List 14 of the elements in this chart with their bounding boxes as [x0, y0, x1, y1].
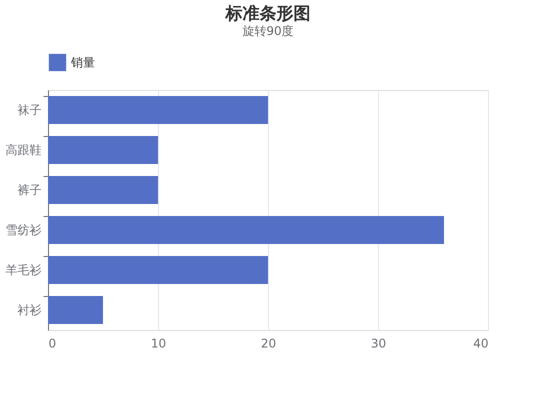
chart-title: 标准条形图: [224, 4, 310, 24]
y-tick-label: 雪纺衫: [6, 223, 42, 237]
x-tick-label: 30: [370, 336, 386, 350]
y-tick-label: 高跟鞋: [6, 143, 42, 157]
y-tick-label: 裤子: [18, 183, 42, 197]
y-tick-label: 衬衫: [18, 303, 42, 317]
x-tick-label: 0: [48, 336, 56, 350]
x-tick-label: 20: [260, 336, 276, 350]
x-tick-label: 40: [473, 336, 488, 350]
chart-subtitle: 旋转90度: [242, 24, 294, 38]
legend-label: 销量: [70, 56, 95, 70]
y-tick-label: 羊毛衫: [6, 263, 42, 277]
y-tick-label: 袜子: [18, 103, 42, 117]
x-tick-label: 10: [150, 336, 166, 350]
